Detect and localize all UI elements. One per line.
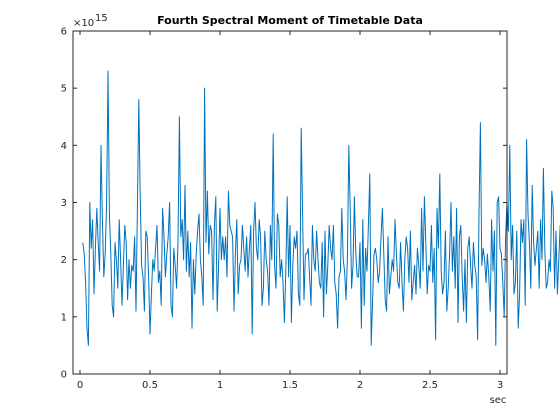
y-tick-label: 2 (61, 255, 67, 266)
y-exponent-label: ×10 15 (73, 13, 108, 29)
x-tick-label: 1 (217, 380, 223, 391)
x-tick-label: 2 (357, 380, 363, 391)
y-tick-label: 1 (61, 312, 67, 323)
x-tick-label: 0 (77, 380, 83, 391)
y-tick-label: 6 (61, 27, 67, 38)
y-tick-label: 5 (61, 84, 67, 95)
plot-area (82, 70, 560, 346)
y-tick-label: 0 (61, 370, 67, 381)
y-exponent-base: ×10 (73, 18, 94, 29)
y-axis-ticks: 0 1 2 3 4 5 6 (61, 27, 507, 381)
x-axis-ticks: 0 0.5 1 1.5 2 2.5 3 (77, 31, 503, 391)
x-axis-label: sec (490, 395, 507, 406)
x-tick-label: 3 (497, 380, 503, 391)
chart-title: Fourth Spectral Moment of Timetable Data (157, 14, 423, 27)
series-line (82, 70, 560, 346)
x-tick-label: 2.5 (422, 380, 438, 391)
x-tick-label: 0.5 (142, 380, 158, 391)
y-tick-label: 3 (61, 198, 67, 209)
x-tick-label: 1.5 (282, 380, 298, 391)
y-tick-label: 4 (61, 141, 67, 152)
y-exponent-power: 15 (95, 13, 108, 24)
